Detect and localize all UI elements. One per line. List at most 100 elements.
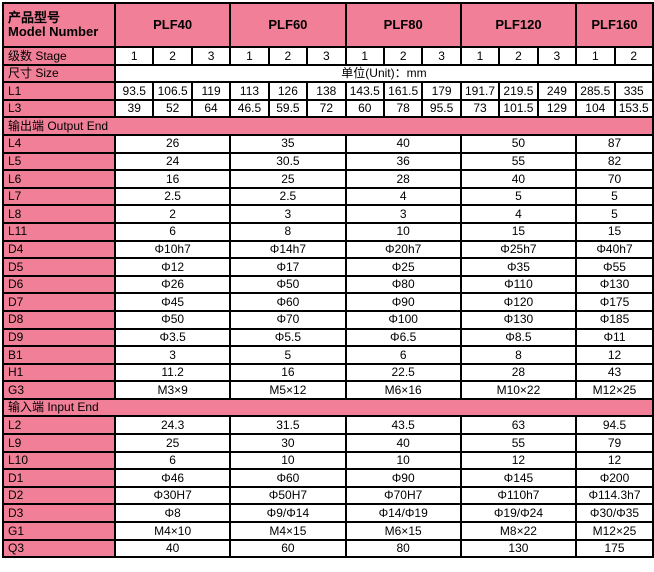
dim-value: 93.5 [113, 81, 155, 101]
spec-value: Φ130 [575, 274, 654, 295]
dim-value: 113 [229, 81, 270, 101]
spec-value: Φ12 [113, 257, 232, 277]
spec-value: 55 [459, 151, 578, 172]
spec-row-label: L8 [2, 204, 116, 224]
model-header: PLF60 [229, 2, 347, 48]
stage-value: 1 [575, 46, 616, 66]
stage-value: 1 [229, 46, 270, 66]
size-row-label: 尺寸 Size [2, 63, 116, 84]
stage-value: 1 [344, 46, 385, 66]
spec-value: 10 [344, 450, 462, 471]
spec-value: M8×22 [459, 521, 578, 541]
dim-value: 143.5 [344, 81, 385, 101]
spec-value: 43.5 [344, 415, 462, 436]
spec-value: 70 [575, 169, 654, 189]
spec-value: Φ50H7 [229, 485, 347, 506]
spec-value: 60 [229, 538, 347, 559]
dim-value: 191.7 [459, 81, 501, 101]
spec-table: 产品型号 Model Number PLF40 PLF60 PLF80 PLF120 PLF… [2, 2, 654, 559]
spec-value: M6×16 [344, 380, 462, 400]
spec-value: Φ14/Φ19 [344, 503, 462, 524]
dim-value: 46.5 [229, 98, 270, 119]
spec-value: 2.5 [229, 186, 347, 207]
dim-value: 335 [613, 81, 654, 101]
section-header: 输出端 Output End [2, 116, 654, 136]
dim-value: 153.5 [613, 98, 654, 119]
model-header: PLF120 [459, 2, 578, 48]
spec-value: 94.5 [575, 415, 654, 436]
spec-value: Φ26 [113, 274, 232, 295]
spec-value: 24 [113, 151, 232, 172]
spec-value: M4×10 [113, 521, 232, 541]
spec-value: 4 [344, 186, 462, 207]
spec-row-label: G3 [2, 380, 116, 400]
spec-value: Φ114.3h7 [575, 485, 654, 506]
spec-value: M5×12 [229, 380, 347, 400]
spec-value: Φ200 [575, 468, 654, 488]
spec-row-label: D8 [2, 309, 116, 330]
stage-value: 2 [613, 46, 654, 66]
dim-value: 101.5 [498, 98, 539, 119]
spec-value: Φ70H7 [344, 485, 462, 506]
spec-value: Φ25 [344, 257, 462, 277]
spec-row-label: B1 [2, 345, 116, 365]
spec-value: Φ185 [575, 309, 654, 330]
model-header: PLF160 [575, 2, 654, 48]
spec-row-label: Q3 [2, 538, 116, 559]
spec-value: Φ6.5 [344, 327, 462, 348]
spec-value: Φ30/Φ35 [575, 503, 654, 524]
stage-value: 2 [382, 46, 424, 66]
spec-value: 4 [459, 204, 578, 224]
spec-value: 82 [575, 151, 654, 172]
page: 产品型号 Model Number PLF40 PLF60 PLF80 PLF120 PLF… [2, 2, 654, 559]
spec-value: Φ45 [113, 292, 232, 312]
spec-value: 175 [575, 538, 654, 559]
dim-value: 119 [190, 81, 232, 101]
spec-value: 40 [459, 169, 578, 189]
spec-value: 130 [459, 538, 578, 559]
spec-row-label: D9 [2, 327, 116, 348]
spec-value: 25 [229, 169, 347, 189]
spec-value: 31.5 [229, 415, 347, 436]
spec-value: M12×25 [575, 521, 654, 541]
spec-value: 80 [344, 538, 462, 559]
spec-row-label: D6 [2, 274, 116, 295]
spec-value: Φ60 [229, 292, 347, 312]
dim-value: 104 [575, 98, 616, 119]
spec-value: 63 [459, 415, 578, 436]
dim-value: 59.5 [267, 98, 309, 119]
spec-value: Φ145 [459, 468, 578, 488]
spec-value: 40 [344, 133, 462, 154]
spec-value: 5 [575, 204, 654, 224]
spec-value: Φ14h7 [229, 239, 347, 260]
spec-value: Φ40h7 [575, 239, 654, 260]
stage-value: 3 [536, 46, 578, 66]
stage-value: 1 [113, 46, 155, 66]
spec-value: 87 [575, 133, 654, 154]
spec-value: 40 [113, 538, 232, 559]
spec-value: 40 [344, 433, 462, 453]
spec-value: 8 [459, 345, 578, 365]
spec-value: Φ3.5 [113, 327, 232, 348]
spec-value: Φ100 [344, 309, 462, 330]
spec-value: 25 [113, 433, 232, 453]
spec-value: 35 [229, 133, 347, 154]
spec-value: M4×15 [229, 521, 347, 541]
spec-value: 16 [113, 169, 232, 189]
spec-value: 6 [344, 345, 462, 365]
stage-value: 1 [459, 46, 501, 66]
unit-cell: 单位(Unit)：mm [114, 63, 654, 84]
spec-value: Φ20h7 [344, 239, 462, 260]
header-label-en: Model Number [8, 24, 99, 39]
spec-value: 30 [229, 433, 347, 453]
spec-value: Φ9/Φ14 [229, 503, 347, 524]
model-header: PLF80 [344, 2, 462, 48]
dim-value: 52 [152, 98, 193, 119]
spec-value: Φ8.5 [459, 327, 578, 348]
spec-row-label: L9 [2, 433, 116, 453]
dim-value: 138 [306, 81, 347, 101]
spec-value: Φ10h7 [113, 239, 232, 260]
spec-row-label: D5 [2, 257, 116, 277]
spec-value: 11.2 [113, 362, 232, 383]
spec-value: Φ50 [229, 274, 347, 295]
